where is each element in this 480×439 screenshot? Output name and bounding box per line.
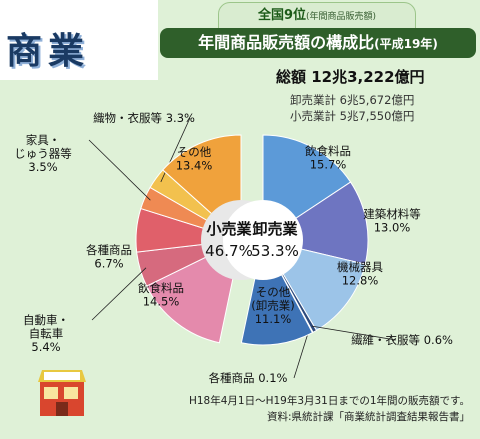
total-amount: 総額 12兆3,222億円 [276, 68, 425, 86]
slice-value: 6.7% [94, 257, 123, 271]
leader-line [88, 139, 151, 201]
slice-label: 飲食料品 [305, 144, 351, 158]
slice-label: 機械器具 [337, 260, 383, 274]
chart-title-year: (平成19年) [374, 37, 438, 51]
group-label-wholesale: 卸売業 [252, 220, 298, 238]
slice-value: 11.1% [255, 312, 292, 326]
group-value-retail: 46.7% [205, 242, 253, 260]
page-title: 商業 [6, 30, 91, 72]
slice-label: 織物・衣服等 3.3% [93, 111, 195, 125]
wholesale-center-disc [223, 200, 303, 280]
rank-badge-note: (年間商品販売額) [306, 12, 377, 22]
period-note: H18年4月1日～H19年3月31日までの1年間の販売額です。 [188, 395, 470, 407]
slice-label: 繊維・衣服等 0.6% [351, 333, 453, 347]
corner-panel [0, 0, 158, 80]
group-value-wholesale: 53.3% [251, 242, 299, 260]
rank-badge-text: 全国9位 [257, 8, 306, 23]
slice-value: 14.5% [143, 295, 180, 309]
slice-value: 13.4% [176, 159, 213, 173]
chart-title-text: 年間商品販売額の構成比 [198, 33, 375, 52]
slice-label: その他 [177, 145, 212, 159]
slice-value: 15.7% [310, 158, 347, 172]
wholesale-total: 卸売業計 6兆5,672億円 [290, 93, 415, 107]
slice-value: 13.0% [374, 221, 411, 235]
source-note: 資料:県統計課「商業統計調査結果報告書」 [266, 411, 470, 423]
slice-value: 5.4% [31, 340, 60, 354]
group-label-retail: 小売業 [206, 220, 252, 238]
leader-line [311, 325, 397, 341]
slice-value: 12.8% [342, 274, 379, 288]
leader-line [91, 267, 147, 321]
slice-label: 各種商品 0.1% [209, 371, 288, 385]
slice-label: 家具・じゅう器等 [14, 133, 72, 161]
slice-label: 建築材料等 [363, 207, 421, 221]
slice-label: 各種商品 [86, 243, 132, 257]
chart-title: 年間商品販売額の構成比(平成19年) [160, 28, 476, 58]
store-icon [38, 370, 86, 416]
slice-label: その他(卸売業) [251, 285, 294, 313]
retail-total: 小売業計 5兆7,550億円 [290, 109, 415, 123]
slice-value: 3.5% [28, 160, 57, 174]
slice-label: 自動車・自転車 [23, 313, 69, 341]
